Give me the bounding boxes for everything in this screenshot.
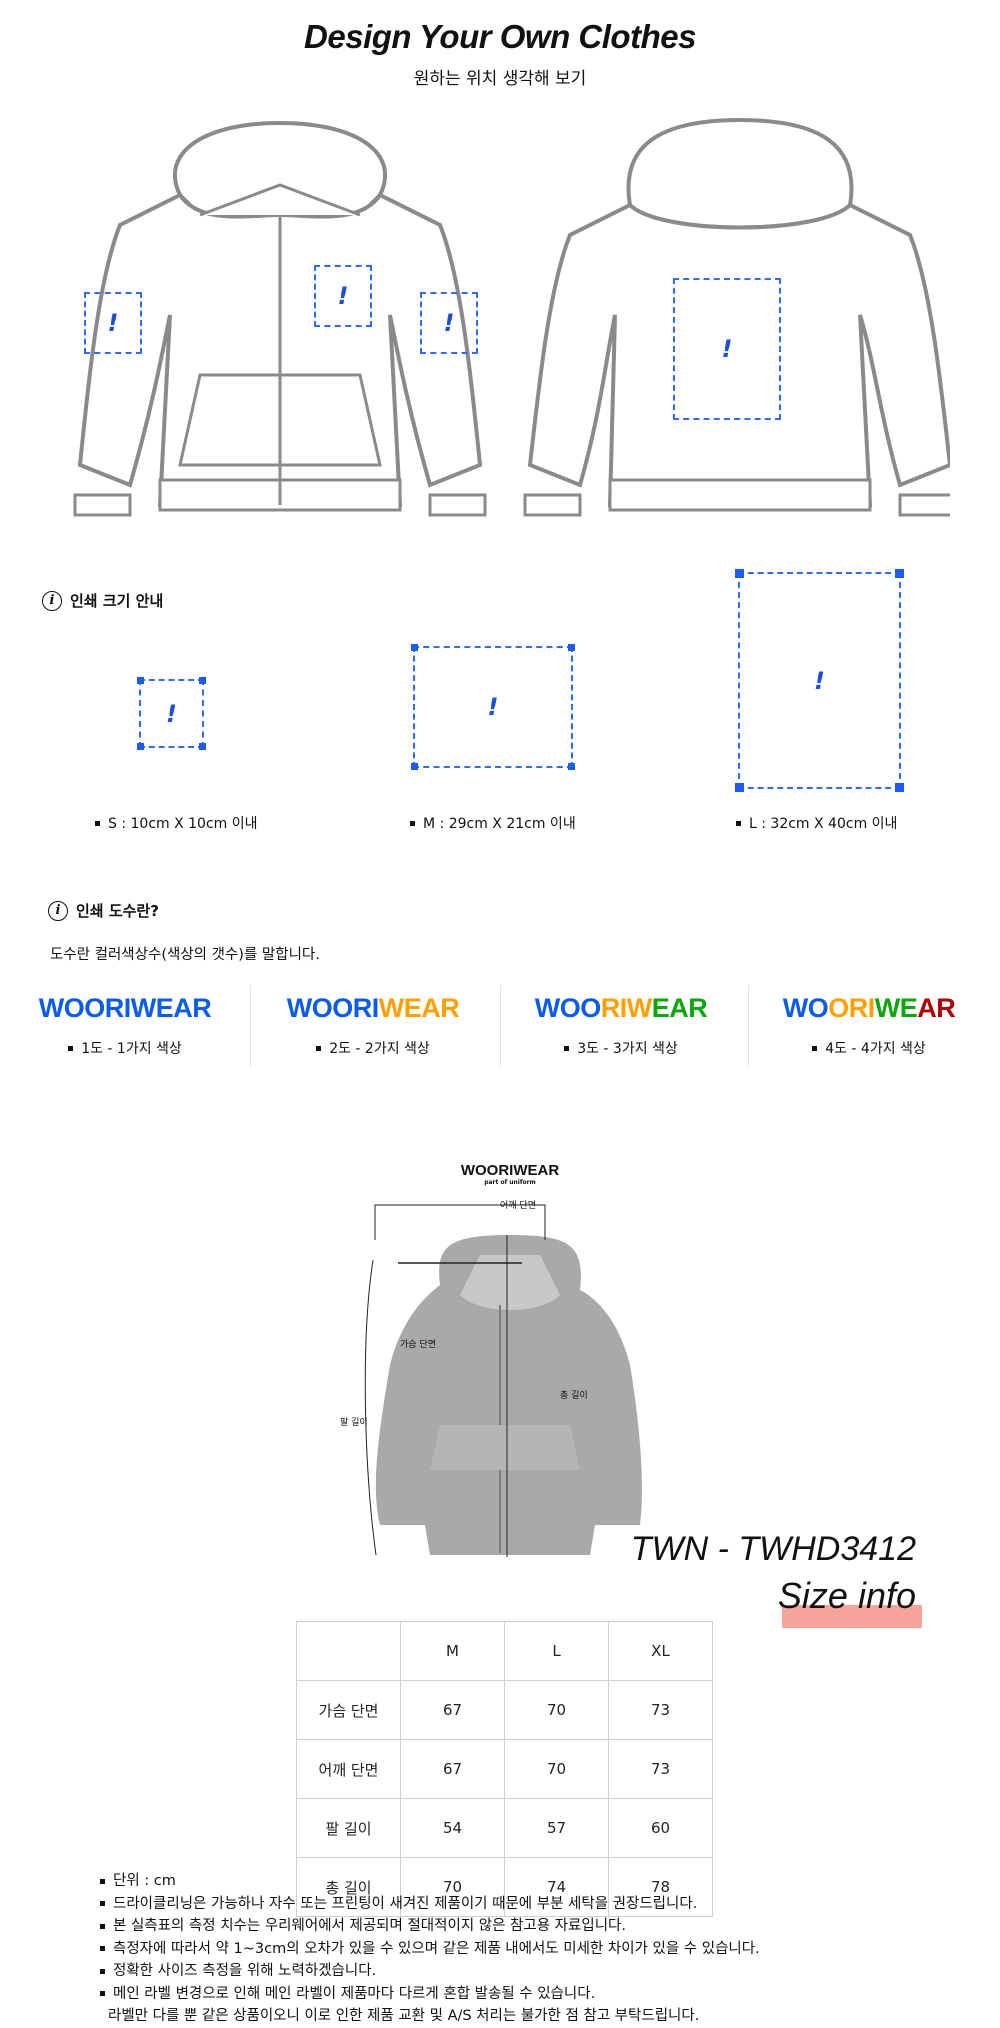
hoodie-front-drawing (73, 120, 487, 517)
color-count-heading: i 인쇄 도수란? (48, 900, 159, 921)
size-s-label: S : 10cm X 10cm 이내 (95, 813, 258, 833)
print-area-left-chest[interactable]: ! (314, 265, 372, 327)
table-row: 총 길이 70 74 78 (296, 1857, 713, 1917)
hoodie-photo (364, 1204, 642, 1557)
hoodie-back-drawing (523, 117, 950, 517)
print-area-right-sleeve[interactable]: ! (84, 292, 142, 354)
info-icon: i (42, 590, 62, 611)
print-size-s-box: ! (137, 677, 206, 750)
page-subtitle: 원하는 위치 생각해 보기 (413, 69, 587, 89)
note-item: 측정자에 따라서 약 1~3cm의 오차가 있을 수 있으며 같은 제품 내에서… (100, 1938, 760, 1961)
color-logo-2: WOORIWEAR (286, 993, 460, 1023)
shoulder-label: 어깨 단면 (500, 1201, 536, 1211)
size-l-label: L : 32cm X 40cm 이내 (736, 813, 897, 833)
sleeve-label: 팔 길이 (340, 1418, 368, 1428)
print-size-m-box: ! (411, 644, 575, 770)
color-count-label: 2도 - 2가지 색상 (273, 1038, 473, 1058)
color-logo-4: WOORIWEAR (782, 993, 956, 1023)
color-count-label: 1도 - 1가지 색상 (25, 1038, 225, 1058)
table-row: 팔 길이 54 57 60 (296, 1798, 713, 1858)
note-item: 단위 : cm (100, 1870, 760, 1893)
print-area-back[interactable]: ! (673, 278, 781, 420)
chest-label: 가슴 단면 (400, 1340, 436, 1350)
brand-logo: WOORIWEAR part of uniform (460, 1162, 560, 1186)
note-item-continued: 라벨만 다를 뿐 같은 상품이오니 이로 인한 제품 교환 및 A/S 처리는 … (108, 2008, 700, 2024)
note-item: 본 실측표의 측정 치수는 우리웨어에서 제공되며 절대적이지 않은 참고용 자… (100, 1915, 760, 1938)
table-header-row: M L XL (296, 1621, 713, 1681)
note-item: 드라이클리닝은 가능하나 자수 또는 프린팅이 새겨진 제품이기 때문에 부분 … (100, 1893, 760, 1916)
size-info-title: Size info (777, 1575, 916, 1616)
size-m-label: M : 29cm X 21cm 이내 (410, 813, 576, 833)
color-logo-3: WOORIWEAR (534, 993, 708, 1023)
hoodie-drawings (73, 117, 950, 517)
table-row: 가슴 단면 67 70 73 (296, 1680, 713, 1740)
color-count-label: 3도 - 3가지 색상 (521, 1038, 721, 1058)
note-item: 정확한 사이즈 측정을 위해 노력하겠습니다. (100, 1960, 760, 1983)
total-length-label: 총 길이 (560, 1391, 588, 1401)
product-code: TWN - TWHD3412 (630, 1530, 916, 1568)
note-item: 메인 라벨 변경으로 인해 메인 라벨이 제품마다 다르게 혼합 발송될 수 있… (100, 1983, 760, 2006)
print-size-heading: i 인쇄 크기 안내 (42, 590, 163, 611)
page-title: Design Your Own Clothes (304, 18, 696, 55)
color-count-description: 도수란 컬러색상수(색상의 갯수)를 말합니다. (50, 947, 320, 963)
color-count-label: 4도 - 4가지 색상 (769, 1038, 969, 1058)
notes-list: 단위 : cm 드라이클리닝은 가능하나 자수 또는 프린팅이 새겨진 제품이기… (100, 1870, 760, 2028)
table-row: 어깨 단면 67 70 73 (296, 1739, 713, 1799)
color-logo-1: WOORIWEAR (38, 993, 212, 1023)
size-table: M L XL 가슴 단면 67 70 73 어깨 단면 67 70 73 팔 길이 54 57 60 … (296, 1621, 713, 1917)
print-size-l-box: ! (735, 569, 904, 792)
print-area-left-sleeve[interactable]: ! (420, 292, 478, 354)
info-icon: i (48, 900, 68, 921)
